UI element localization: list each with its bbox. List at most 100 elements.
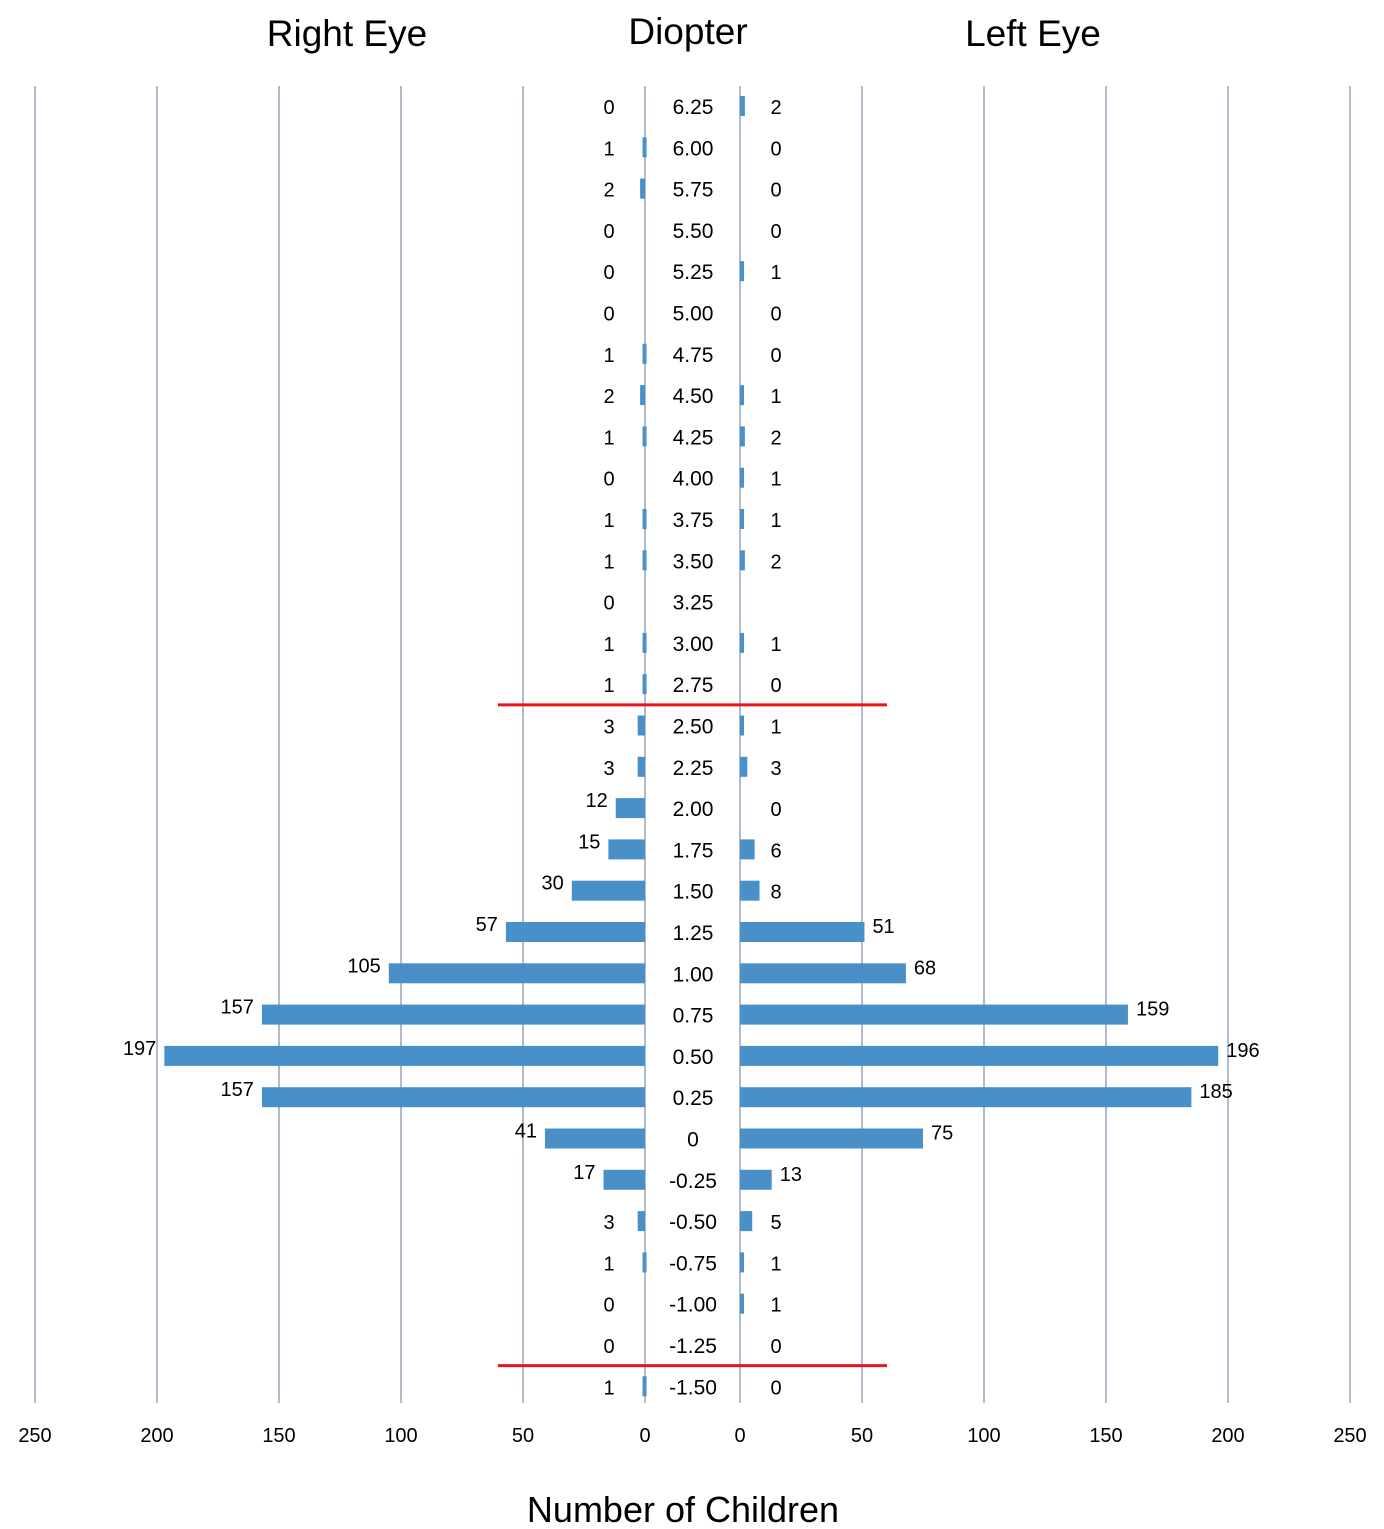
category-label: 0 [687, 1129, 699, 1152]
category-label: -1.25 [669, 1335, 717, 1358]
bar-right-eye [261, 1004, 645, 1025]
bar-right-eye [637, 756, 645, 777]
data-label-left-eye: 2 [770, 97, 781, 119]
category-label: 5.75 [673, 179, 714, 202]
data-label-left-eye: 159 [1136, 999, 1169, 1021]
bar-right-eye [640, 385, 645, 406]
category-label: 3.00 [673, 633, 714, 656]
bar-right-eye [642, 426, 647, 447]
tick-label-left-250: 250 [18, 1425, 51, 1447]
bar-left-eye [740, 1004, 1128, 1025]
bar-right-eye [642, 343, 647, 364]
bar-right-eye [615, 798, 645, 819]
data-label-left-eye: 0 [770, 138, 781, 160]
data-label-left-eye: 1 [770, 717, 781, 739]
data-label-right-eye: 12 [585, 790, 607, 812]
bar-left-eye [740, 467, 744, 488]
data-label-right-eye: 0 [603, 304, 614, 326]
data-label-right-eye: 3 [603, 717, 614, 739]
data-label-right-eye: 15 [578, 831, 600, 853]
data-label-left-eye: 0 [770, 304, 781, 326]
data-label-left-eye: 1 [770, 386, 781, 408]
data-label-left-eye: 1 [770, 510, 781, 532]
center-title: Diopter [628, 11, 747, 52]
category-label: 5.50 [673, 220, 714, 243]
data-label-left-eye: 2 [770, 427, 781, 449]
data-label-right-eye: 0 [603, 221, 614, 243]
category-label: 4.75 [673, 344, 714, 367]
data-label-left-eye: 0 [770, 345, 781, 367]
data-label-right-eye: 1 [603, 427, 614, 449]
category-label: 6.00 [673, 137, 714, 160]
bar-left-eye [740, 1169, 772, 1190]
data-label-left-eye: 0 [770, 1336, 781, 1358]
data-label-left-eye: 0 [770, 675, 781, 697]
category-label: 0.75 [673, 1005, 714, 1028]
bar-left-eye [740, 1128, 923, 1149]
bar-left-eye [740, 426, 745, 447]
bar-right-eye [164, 1045, 645, 1066]
x-axis-title: Number of Children [527, 1489, 839, 1529]
bar-right-eye [637, 715, 645, 736]
tick-label-right-250: 250 [1333, 1425, 1366, 1447]
bar-right-eye [261, 1087, 645, 1108]
bar-left-eye [740, 1211, 753, 1232]
data-label-left-eye: 185 [1199, 1081, 1232, 1103]
category-label: 4.25 [673, 426, 714, 449]
category-label: 2.00 [673, 798, 714, 821]
category-label: -1.00 [669, 1294, 717, 1317]
bar-left-eye [740, 839, 755, 860]
data-label-right-eye: 57 [476, 914, 498, 936]
data-label-left-eye: 3 [770, 758, 781, 780]
data-label-right-eye: 0 [603, 1295, 614, 1317]
bar-left-eye [740, 1252, 744, 1273]
tick-label-left-200: 200 [140, 1425, 173, 1447]
category-label: 2.75 [673, 674, 714, 697]
bar-right-eye [642, 1376, 647, 1397]
category-label: -0.75 [669, 1252, 717, 1275]
bar-right-eye [544, 1128, 645, 1149]
data-label-right-eye: 1 [603, 345, 614, 367]
bar-left-eye [740, 96, 745, 116]
data-label-left-eye: 1 [770, 634, 781, 656]
data-label-left-eye: 5 [770, 1212, 781, 1234]
tick-label-right-150: 150 [1089, 1425, 1122, 1447]
data-label-right-eye: 0 [603, 469, 614, 491]
bar-left-eye [740, 509, 744, 529]
bar-right-eye [642, 1252, 647, 1273]
bar-right-eye [640, 178, 645, 199]
category-label: 1.75 [673, 839, 714, 862]
category-label: -0.50 [669, 1211, 717, 1234]
bar-right-eye [642, 550, 647, 571]
data-label-left-eye: 1 [770, 469, 781, 491]
category-label: 1.25 [673, 922, 714, 945]
bar-left-eye [740, 261, 744, 282]
category-label: 4.50 [673, 385, 714, 408]
bar-left-eye [740, 756, 748, 777]
tick-label-right-100: 100 [967, 1425, 1000, 1447]
data-label-left-eye: 13 [780, 1164, 802, 1186]
data-label-right-eye: 157 [221, 997, 254, 1019]
bar-left-eye [740, 550, 745, 571]
data-label-right-eye: 0 [603, 97, 614, 119]
tick-label-right-50: 50 [851, 1425, 873, 1447]
category-label: 2.50 [673, 716, 714, 739]
data-label-right-eye: 105 [347, 955, 380, 977]
bar-right-eye [388, 963, 645, 984]
data-label-left-eye: 0 [770, 799, 781, 821]
data-label-right-eye: 2 [603, 180, 614, 202]
category-label: 3.25 [673, 592, 714, 615]
data-label-left-eye: 2 [770, 551, 781, 573]
tick-label-left-0: 0 [639, 1425, 650, 1447]
data-label-right-eye: 157 [221, 1079, 254, 1101]
data-label-right-eye: 17 [573, 1162, 595, 1184]
data-label-left-eye: 8 [770, 882, 781, 904]
bar-right-eye [642, 509, 647, 529]
tick-label-right-200: 200 [1211, 1425, 1244, 1447]
data-label-left-eye: 1 [770, 262, 781, 284]
data-label-left-eye: 0 [770, 221, 781, 243]
bar-left-eye [740, 880, 760, 901]
reference-line-layer [498, 703, 887, 1368]
data-label-right-eye: 0 [603, 593, 614, 615]
